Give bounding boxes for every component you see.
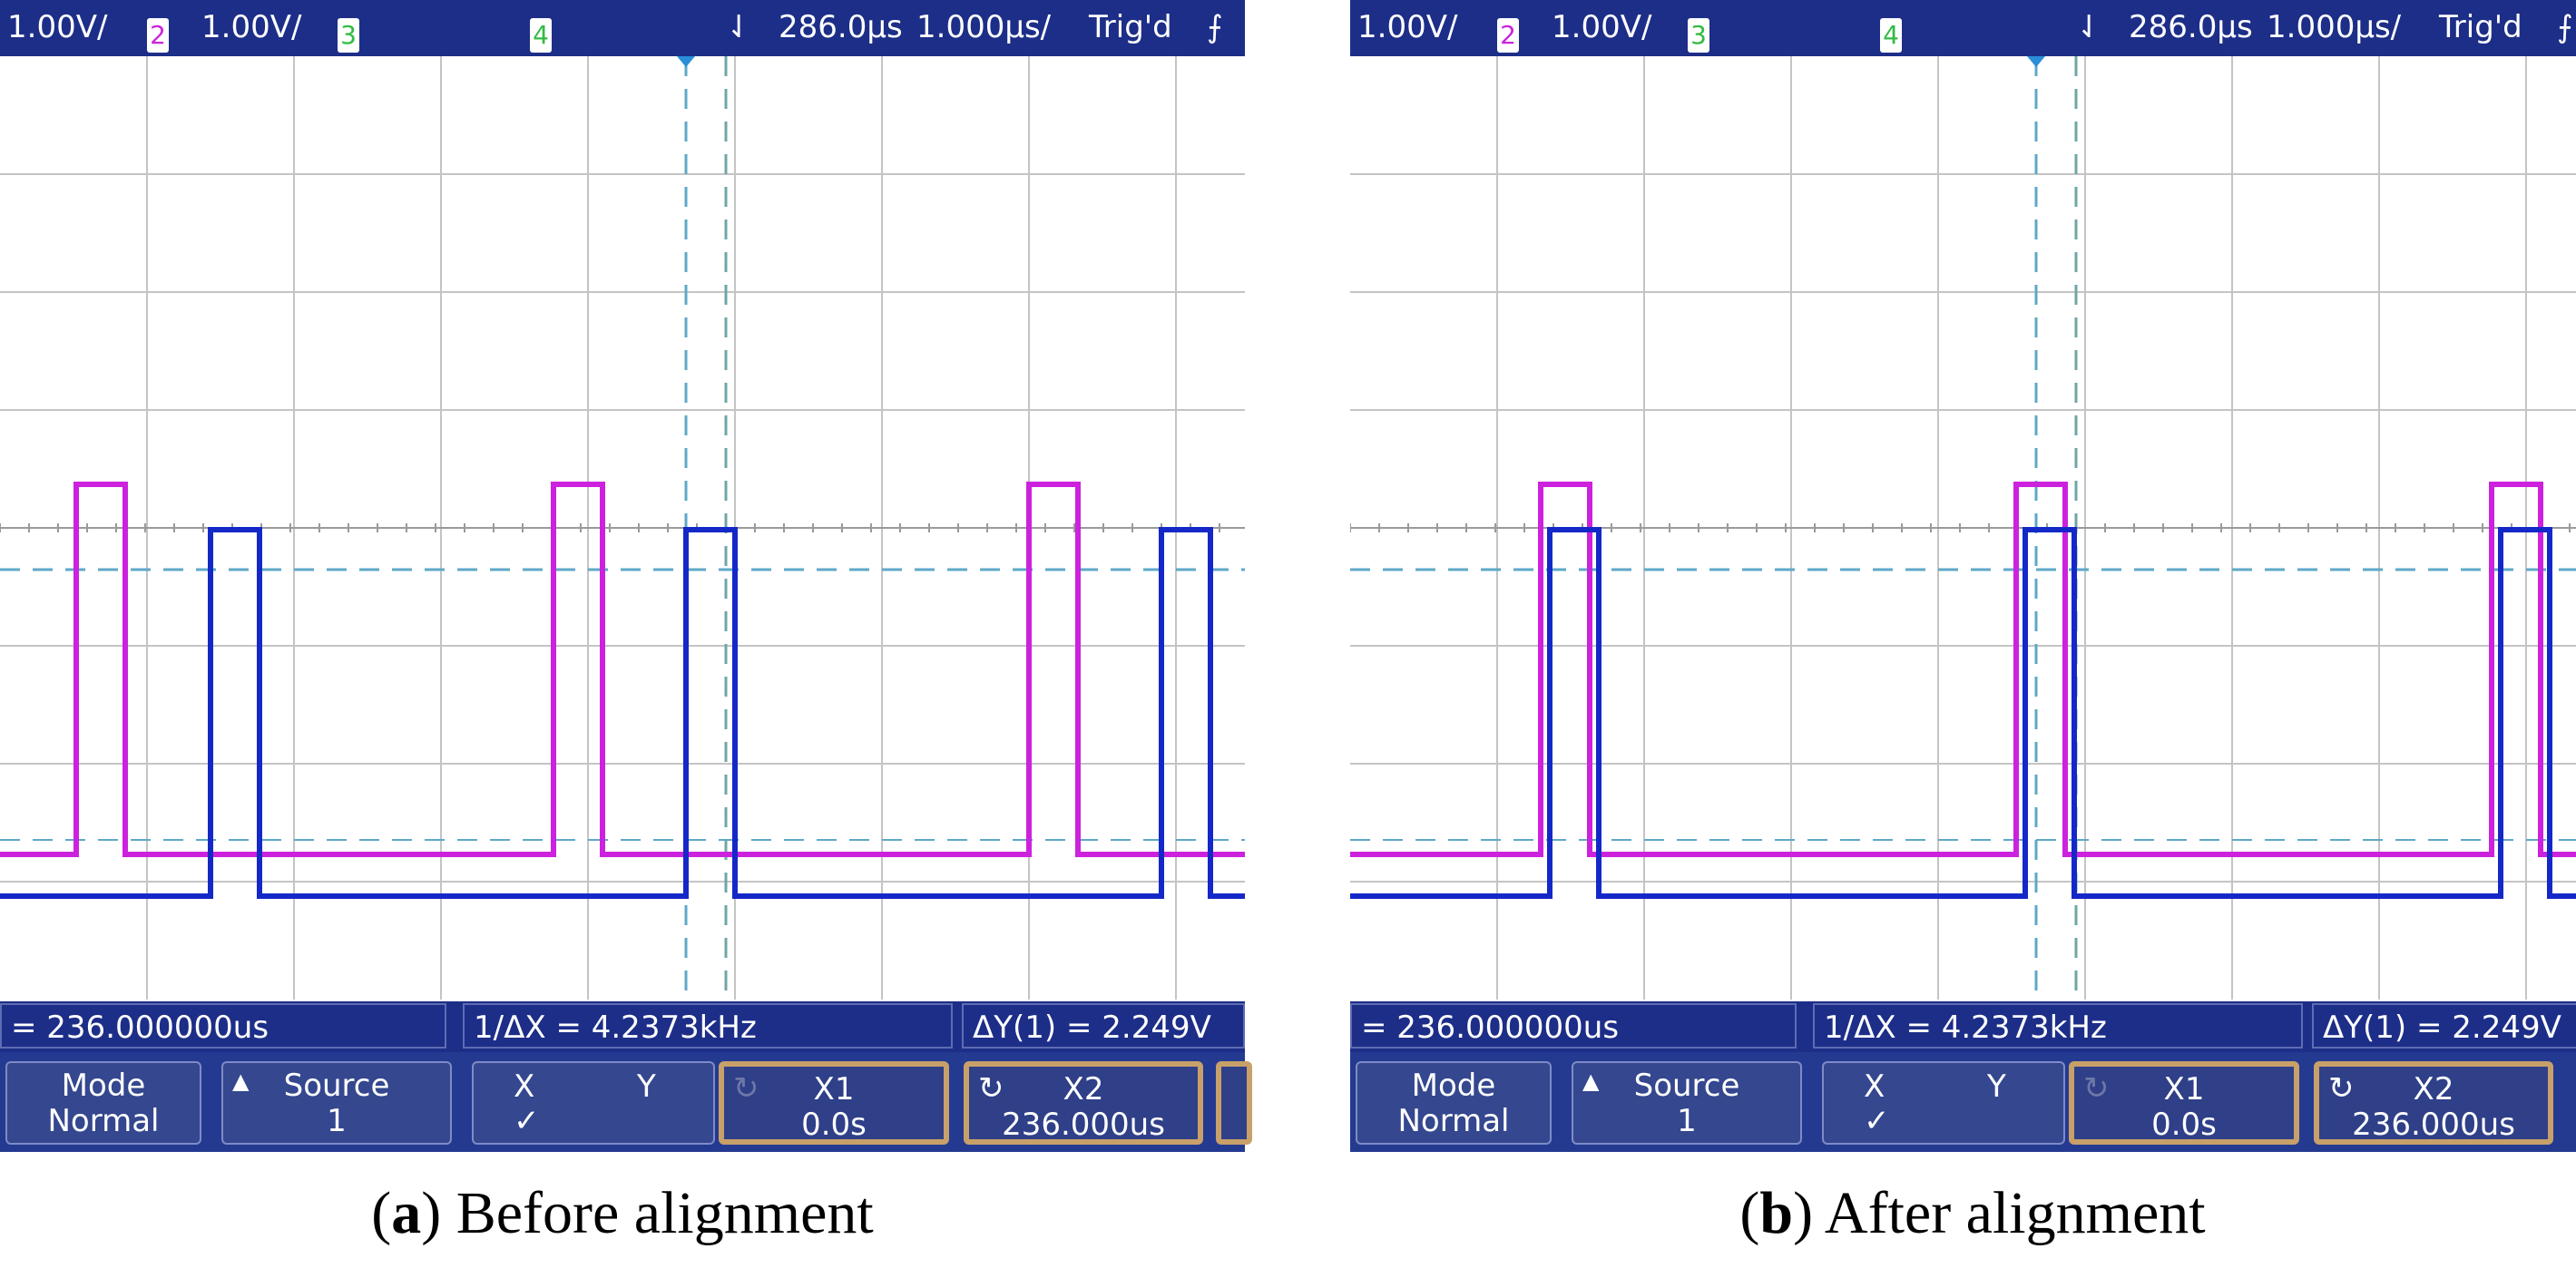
delta-y-readout: ΔY(1) = 2.249V (2312, 1003, 2576, 1049)
cursor-marker-icon (2027, 56, 2045, 67)
x2-softkey[interactable]: ↻ X2 236.000us (2314, 1061, 2553, 1145)
softkey-bar: Mode Normal ▲ Source 1 X Y ✓ ↻ X1 0.0s ↻… (1350, 1052, 2576, 1152)
caption-text: After alignment (1813, 1180, 2206, 1246)
rising-edge-icon: ⨍ (2557, 9, 2573, 45)
source-label: Source (283, 1068, 390, 1104)
x2-value: 236.000us (1002, 1107, 1165, 1143)
x2-value: 236.000us (2352, 1107, 2515, 1143)
waveform-plot (1349, 56, 2576, 1000)
scope-status-bar: 1.00V/ 2 1.00V/ 3 4 ⇃ 286.0µs 1.000µs/ T… (1350, 0, 2576, 56)
source-value: 1 (327, 1103, 347, 1139)
check-icon: ✓ (514, 1103, 540, 1139)
mode-value: Normal (47, 1103, 160, 1139)
trigger-status: Trig'd (2439, 9, 2522, 45)
mode-label: Mode (1411, 1068, 1496, 1104)
timebase-scale: 1.000µs/ (916, 9, 1052, 45)
x1-value: 0.0s (801, 1107, 867, 1143)
cursor-marker-icon (677, 56, 695, 67)
x2-label: X2 (2413, 1071, 2454, 1107)
softkey-bar: Mode Normal ▲ Source 1 X Y ✓ ↻ X1 0.0s ↻… (0, 1052, 1252, 1152)
waveform-plot (0, 56, 1324, 1000)
x-option-label: X (1864, 1068, 1885, 1105)
ch2-scale: 1.00V/ (1552, 9, 1652, 45)
source-softkey[interactable]: ▲ Source 1 (221, 1061, 452, 1145)
caption-letter: b (1759, 1180, 1794, 1246)
mode-softkey[interactable]: Mode Normal (5, 1061, 201, 1145)
waveform-svg (1349, 56, 2576, 1000)
horizontal-delay: 286.0µs (2129, 9, 2253, 45)
source-label: Source (1633, 1068, 1740, 1104)
caret-up-icon: ▲ (1582, 1068, 1600, 1094)
trigger-position-icon: ⇃ (726, 9, 752, 45)
caret-up-icon: ▲ (232, 1068, 250, 1094)
timebase-scale: 1.000µs/ (2267, 9, 2402, 45)
source-softkey[interactable]: ▲ Source 1 (1572, 1061, 1802, 1145)
next-softkey[interactable] (1216, 1061, 1252, 1145)
measurement-bar: = 236.000000us 1/ΔX = 4.2373kHz ΔY(1) = … (1350, 1001, 2576, 1052)
y-option-label: Y (1987, 1068, 2006, 1105)
rotate-knob-icon: ↻ (733, 1070, 759, 1107)
trigger-status: Trig'd (1089, 9, 1172, 45)
ch1-scale: 1.00V/ (7, 9, 108, 45)
oscilloscope-screen: 1.00V/ 2 1.00V/ 3 4 ⇃ 286.0µs 1.000µs/ T… (1349, 0, 2576, 1152)
rotate-knob-icon: ↻ (2083, 1070, 2110, 1107)
ch2-indicator[interactable]: 2 (147, 18, 169, 53)
measurement-bar: = 236.000000us 1/ΔX = 4.2373kHz ΔY(1) = … (0, 1001, 1245, 1052)
horizontal-delay: 286.0µs (779, 9, 903, 45)
channel2-waveform (0, 482, 1245, 857)
x1-value: 0.0s (2151, 1107, 2217, 1143)
ch1-scale: 1.00V/ (1357, 9, 1458, 45)
ch2-scale: 1.00V/ (201, 9, 302, 45)
check-icon: ✓ (1864, 1103, 1890, 1139)
ch2-indicator[interactable]: 2 (1497, 18, 1519, 53)
ch4-indicator[interactable]: 4 (1880, 18, 1902, 53)
caption-text: Before alignment (441, 1180, 874, 1246)
figure-caption: (b) After alignment (1739, 1180, 2206, 1246)
inverse-delta-x-readout: 1/ΔX = 4.2373kHz (1813, 1003, 2303, 1049)
waveform-svg (0, 56, 1324, 1000)
scope-status-bar: 1.00V/ 2 1.00V/ 3 4 ⇃ 286.0µs 1.000µs/ T… (0, 0, 1245, 56)
source-value: 1 (1677, 1103, 1697, 1139)
ch3-indicator[interactable]: 3 (338, 18, 359, 53)
x-option-label: X (514, 1068, 535, 1105)
channel2-waveform (1350, 482, 2576, 857)
panel-a: 1.00V/ 2 1.00V/ 3 4 ⇃ 286.0µs 1.000µs/ T… (0, 0, 1324, 1278)
x1-label: X1 (2163, 1071, 2205, 1107)
channel1-waveform (1350, 527, 2576, 899)
figure-caption: (a) Before alignment (371, 1180, 874, 1246)
xy-softkey[interactable]: X Y ✓ (472, 1061, 715, 1145)
delta-x-readout: = 236.000000us (1350, 1003, 1797, 1049)
ch4-indicator[interactable]: 4 (530, 18, 552, 53)
mode-value: Normal (1397, 1103, 1510, 1139)
x2-label: X2 (1063, 1071, 1104, 1107)
oscilloscope-screen: 1.00V/ 2 1.00V/ 3 4 ⇃ 286.0µs 1.000µs/ T… (0, 0, 1324, 1152)
caption-letter: a (391, 1180, 422, 1246)
delta-y-readout: ΔY(1) = 2.249V (962, 1003, 1245, 1049)
x2-softkey[interactable]: ↻ X2 236.000us (964, 1061, 1203, 1145)
mode-label: Mode (61, 1068, 146, 1104)
x1-label: X1 (813, 1071, 855, 1107)
ch3-indicator[interactable]: 3 (1688, 18, 1709, 53)
x1-softkey[interactable]: ↻ X1 0.0s (2069, 1061, 2299, 1145)
x1-softkey[interactable]: ↻ X1 0.0s (719, 1061, 949, 1145)
mode-softkey[interactable]: Mode Normal (1356, 1061, 1552, 1145)
xy-softkey[interactable]: X Y ✓ (1822, 1061, 2065, 1145)
y-option-label: Y (637, 1068, 656, 1105)
rotate-knob-icon: ↻ (2328, 1070, 2355, 1107)
trigger-position-icon: ⇃ (2076, 9, 2102, 45)
inverse-delta-x-readout: 1/ΔX = 4.2373kHz (463, 1003, 953, 1049)
channel1-waveform (0, 527, 1245, 899)
panel-b: 1.00V/ 2 1.00V/ 3 4 ⇃ 286.0µs 1.000µs/ T… (1349, 0, 2576, 1278)
delta-x-readout: = 236.000000us (0, 1003, 446, 1049)
rotate-knob-icon: ↻ (978, 1070, 1004, 1107)
rising-edge-icon: ⨍ (1207, 9, 1223, 45)
